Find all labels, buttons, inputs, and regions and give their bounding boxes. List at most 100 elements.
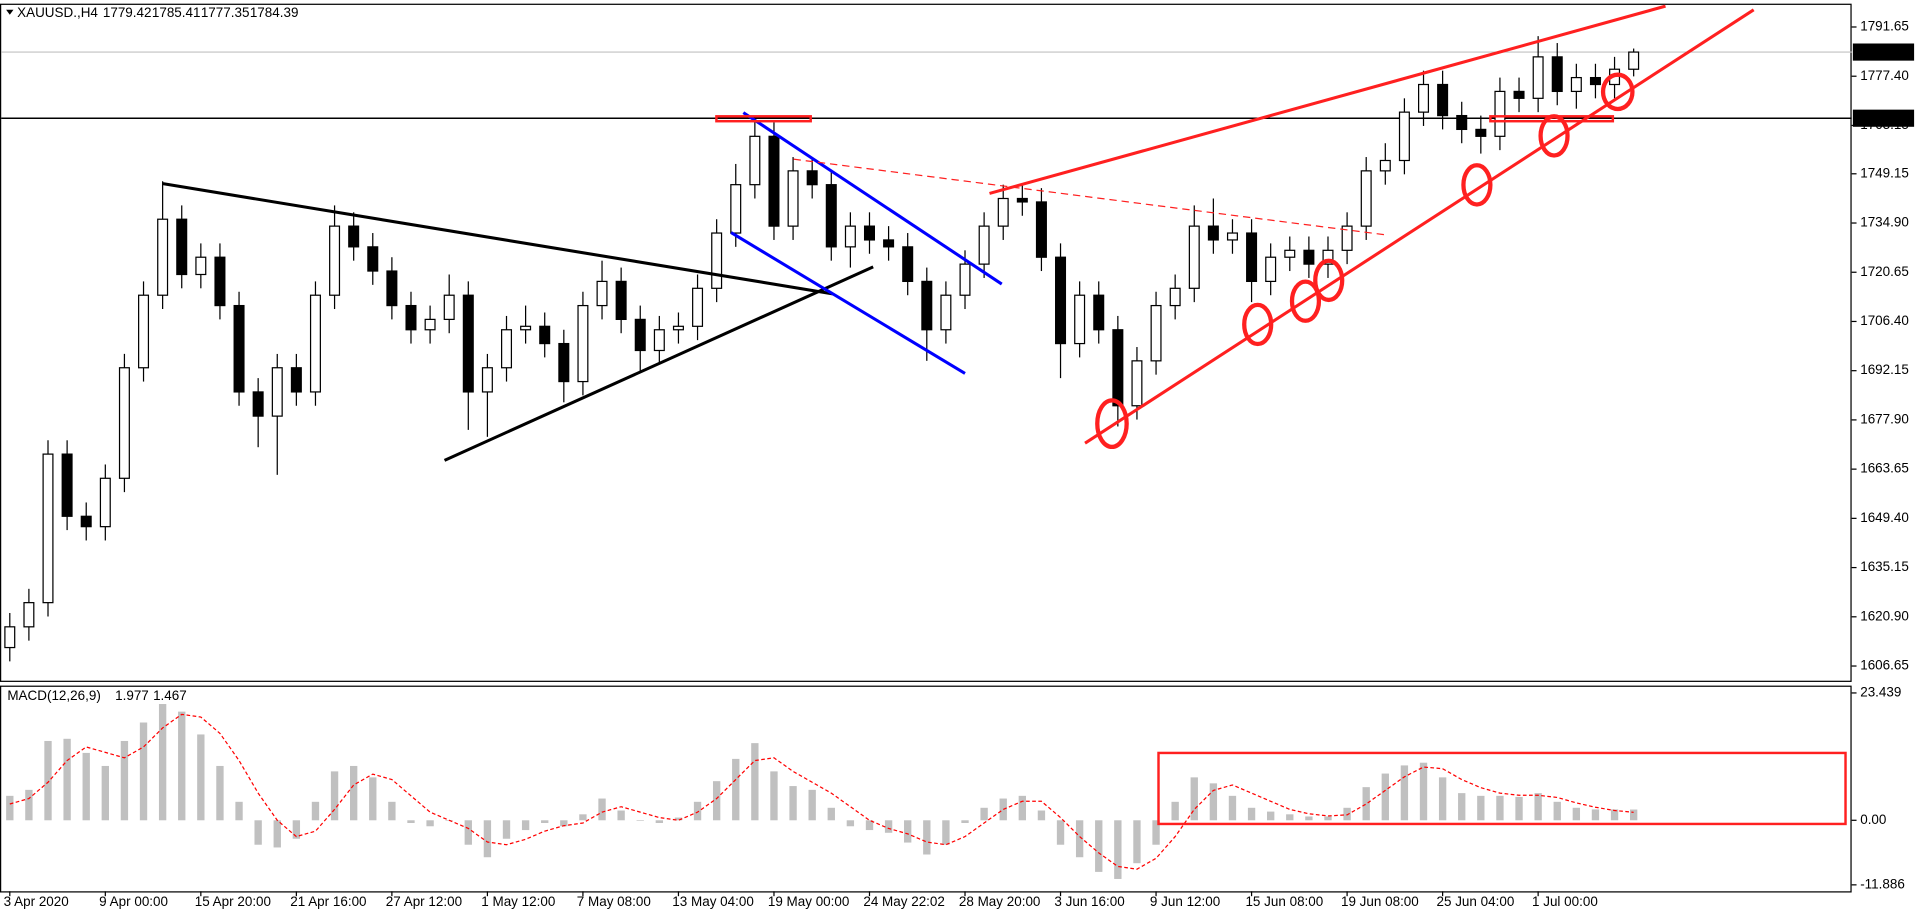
macd-bar: [1133, 820, 1141, 864]
macd-bar: [1400, 765, 1409, 821]
candle-body: [252, 391, 264, 417]
y-tick-label: 1649.40: [1860, 510, 1909, 525]
macd-bar: [101, 765, 109, 821]
candle-body: [1513, 90, 1525, 99]
x-tick-label: 21 Apr 16:00: [290, 894, 366, 909]
candle-body: [921, 280, 933, 331]
macd-bar: [1114, 820, 1122, 879]
macd-bar: [139, 722, 148, 821]
macd-bar: [751, 743, 759, 821]
highlight-box: [1157, 751, 1847, 826]
candle-body: [42, 453, 54, 604]
candle-body: [348, 225, 360, 248]
candle-body: [539, 325, 551, 345]
macd-bar: [827, 807, 835, 821]
candle-body: [1551, 56, 1563, 93]
macd-bar: [636, 820, 644, 821]
x-tick-label: 13 May 04:00: [672, 894, 754, 909]
candle-body: [825, 184, 837, 248]
y-tick-label: 1620.90: [1860, 608, 1909, 623]
candle-body: [1456, 114, 1468, 131]
candle-body: [424, 318, 436, 331]
candle-body: [1398, 111, 1410, 162]
touch-circle: [1538, 114, 1570, 158]
candle-body: [997, 197, 1009, 227]
macd-bar: [1362, 787, 1370, 821]
macd-bar: [579, 814, 587, 821]
candle-body: [615, 280, 627, 321]
candle-body: [1589, 76, 1601, 86]
macd-panel-frame: [0, 685, 1852, 893]
macd-bar: [120, 740, 129, 821]
y-tick-label: 1635.15: [1860, 559, 1909, 574]
macd-bar: [1324, 816, 1332, 821]
x-tick-label: 1 Jul 00:00: [1532, 894, 1598, 909]
macd-bar: [273, 820, 281, 848]
macd-bar: [1171, 801, 1179, 821]
macd-bar: [1305, 816, 1313, 821]
candle-body: [500, 329, 513, 369]
candle-body: [1628, 51, 1640, 70]
candle-body: [653, 329, 665, 352]
candle-body: [309, 294, 321, 393]
macd-bar: [197, 734, 205, 821]
y-tick-label: 1791.65: [1860, 19, 1909, 34]
candle-body: [1188, 225, 1200, 289]
x-tick-label: 9 Apr 00:00: [99, 894, 168, 909]
price-tag-label: 1765.24: [1859, 110, 1908, 125]
candle-body: [806, 170, 818, 186]
x-tick-label: 19 May 00:00: [768, 894, 850, 909]
wedge-upper: [989, 4, 1666, 195]
candle-body: [138, 294, 150, 369]
macd-bar: [63, 738, 71, 821]
candle-body: [1360, 170, 1372, 227]
y-tick-label: 0.00: [1860, 812, 1886, 827]
macd-bar: [1553, 801, 1561, 821]
touch-circle: [1461, 163, 1493, 207]
candle-body: [214, 256, 226, 307]
candle-body: [195, 256, 207, 276]
macd-bar: [655, 820, 664, 824]
trend-line: [162, 182, 833, 296]
candle-body: [558, 342, 570, 383]
macd-bar: [770, 771, 778, 821]
candle-body: [462, 294, 474, 393]
candle-body: [863, 225, 876, 241]
touch-circle: [1289, 279, 1322, 323]
candle-body: [1303, 249, 1315, 265]
macd-bar: [1152, 820, 1160, 845]
channel-line: [730, 231, 966, 375]
macd-bar: [235, 801, 243, 821]
candle-body: [768, 135, 780, 227]
macd-bar: [216, 765, 224, 821]
candle-body: [271, 367, 283, 417]
macd-bar: [292, 820, 301, 839]
macd-bar: [1075, 820, 1084, 858]
price-tag-label: 1784.39: [1859, 44, 1908, 59]
candle-body: [386, 270, 398, 307]
macd-bar: [178, 711, 186, 821]
candle-body: [749, 135, 761, 186]
channel-line: [742, 111, 1003, 286]
macd-bar: [1629, 809, 1638, 821]
candle-body: [1570, 76, 1582, 93]
macd-bar: [1267, 811, 1275, 821]
header-low: 1777.35: [201, 5, 250, 20]
candle-body: [157, 218, 169, 296]
macd-bar: [350, 765, 358, 821]
macd-bar: [980, 807, 988, 821]
macd-bar: [942, 820, 950, 845]
macd-bar: [865, 820, 874, 831]
price-tag: [1852, 109, 1915, 127]
candle-body: [80, 515, 92, 528]
y-tick-label: 1706.40: [1860, 313, 1909, 328]
annotations: [162, 4, 1847, 826]
marks: 1606.65 1620.90 1635.15 1649.40 1663.65 1677.…: [1, 19, 1915, 909]
dashed-trend: [793, 158, 1388, 236]
candle-body: [99, 477, 111, 528]
x-tick-label: 3 Apr 2020: [4, 894, 69, 909]
y-tick-label: 1749.15: [1860, 165, 1909, 180]
